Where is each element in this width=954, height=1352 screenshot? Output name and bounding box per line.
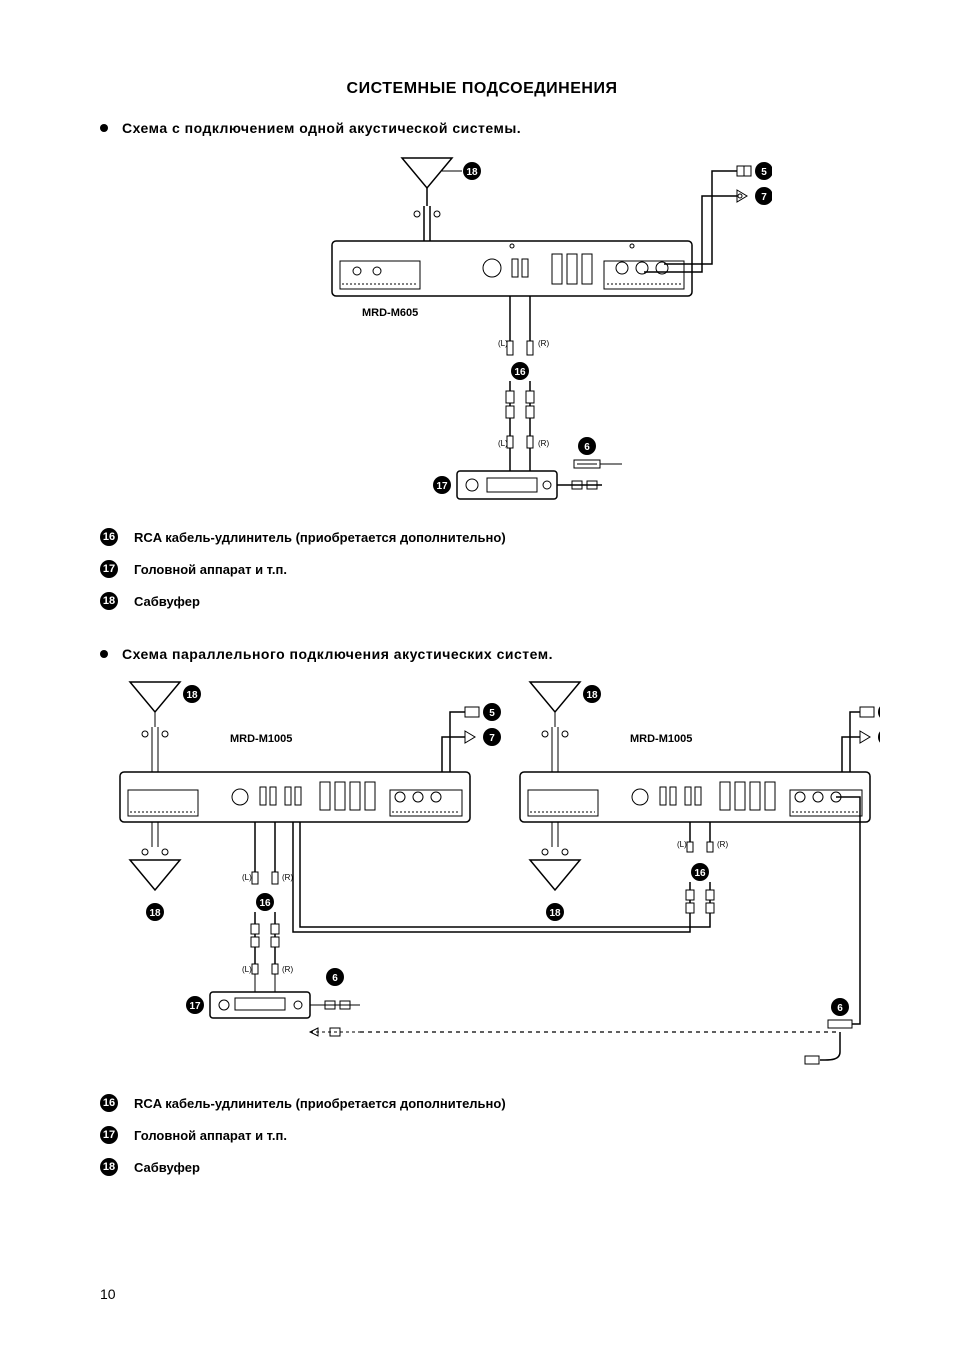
svg-text:(R): (R) <box>282 873 293 882</box>
svg-text:(L): (L) <box>242 873 252 882</box>
section2: Схема параллельного подключения акустиче… <box>100 646 864 1176</box>
rca-lines: (L) (R) <box>498 296 549 355</box>
label-L: (L) <box>498 339 508 348</box>
section2-legend: 16 RCA кабель-удлинитель (приобретается … <box>100 1094 864 1176</box>
legend-item-16: 16 RCA кабель-удлинитель (приобретается … <box>100 1094 864 1112</box>
left-unit: 18 MRD-M1005 5 7 <box>120 682 501 1036</box>
section2-heading: Схема параллельного подключения акустиче… <box>122 646 553 662</box>
legend-num-icon: 16 <box>100 1094 118 1112</box>
bullet-icon <box>100 650 108 658</box>
svg-text:(R): (R) <box>717 840 728 849</box>
svg-text:MRD-M1005: MRD-M1005 <box>630 733 692 745</box>
svg-text:6: 6 <box>584 442 590 453</box>
svg-text:18: 18 <box>149 908 161 919</box>
legend-item-17: 17 Головной аппарат и т.п. <box>100 1126 864 1144</box>
callout-6: 6 <box>574 437 600 468</box>
svg-text:17: 17 <box>189 1001 201 1012</box>
legend-num-icon: 18 <box>100 1158 118 1176</box>
svg-text:6: 6 <box>332 973 338 984</box>
legend-text: RCA кабель-удлинитель (приобретается доп… <box>134 1096 506 1111</box>
svg-text:6: 6 <box>837 1003 843 1014</box>
amplifier-icon <box>332 241 692 296</box>
model-label: MRD-M605 <box>362 307 418 319</box>
legend-text: Головной аппарат и т.п. <box>134 562 287 577</box>
page-number: 10 <box>100 1286 116 1302</box>
svg-text:7: 7 <box>489 733 495 744</box>
svg-text:18: 18 <box>549 908 561 919</box>
section2-diagram: 18 MRD-M1005 5 7 <box>100 672 880 1072</box>
svg-text:(L): (L) <box>242 965 252 974</box>
legend-item-17: 17 Головной аппарат и т.п. <box>100 560 864 578</box>
right-unit: 18 MRD-M1005 5 7 <box>520 682 880 922</box>
legend-item-18: 18 Сабвуфер <box>100 1158 864 1176</box>
legend-text: Сабвуфер <box>134 1160 200 1175</box>
legend-num-icon: 17 <box>100 560 118 578</box>
svg-text:5: 5 <box>761 167 767 178</box>
rca-connectors: (L) (R) <box>498 381 549 448</box>
legend-text: Сабвуфер <box>134 594 200 609</box>
svg-text:7: 7 <box>761 192 767 203</box>
subwoofer-icon <box>402 158 452 241</box>
svg-text:5: 5 <box>489 708 495 719</box>
svg-text:18: 18 <box>466 167 478 178</box>
svg-text:18: 18 <box>586 690 598 701</box>
svg-text:MRD-M1005: MRD-M1005 <box>230 733 292 745</box>
bullet-icon <box>100 124 108 132</box>
head-unit-icon <box>457 448 622 499</box>
legend-item-18: 18 Сабвуфер <box>100 592 864 610</box>
legend-num-icon: 17 <box>100 1126 118 1144</box>
legend-text: Головной аппарат и т.п. <box>134 1128 287 1143</box>
page: СИСТЕМНЫЕ ПОДСОЕДИНЕНИЯ Схема с подключе… <box>0 0 954 1352</box>
legend-num-icon: 18 <box>100 592 118 610</box>
legend-item-16: 16 RCA кабель-удлинитель (приобретается … <box>100 528 864 546</box>
svg-text:18: 18 <box>186 690 198 701</box>
main-title: СИСТЕМНЫЕ ПОДСОЕДИНЕНИЯ <box>100 80 864 98</box>
svg-text:(R): (R) <box>282 965 293 974</box>
svg-text:16: 16 <box>694 868 706 879</box>
callout-17-num: 17 <box>436 481 448 492</box>
svg-text:(L): (L) <box>677 840 687 849</box>
section1-heading-row: Схема с подключением одной акустической … <box>100 120 864 136</box>
legend-num-icon: 16 <box>100 528 118 546</box>
section1-diagram: 18 MRD-M605 <box>192 146 772 506</box>
svg-text:(R): (R) <box>538 439 549 448</box>
callout-16-num: 16 <box>514 367 526 378</box>
callout-18: 18 <box>442 162 481 180</box>
section1-legend: 16 RCA кабель-удлинитель (приобретается … <box>100 528 864 610</box>
label-R: (R) <box>538 339 549 348</box>
legend-text: RCA кабель-удлинитель (приобретается доп… <box>134 530 506 545</box>
section2-heading-row: Схема параллельного подключения акустиче… <box>100 646 864 662</box>
section1-heading: Схема с подключением одной акустической … <box>122 120 521 136</box>
svg-text:16: 16 <box>259 898 271 909</box>
